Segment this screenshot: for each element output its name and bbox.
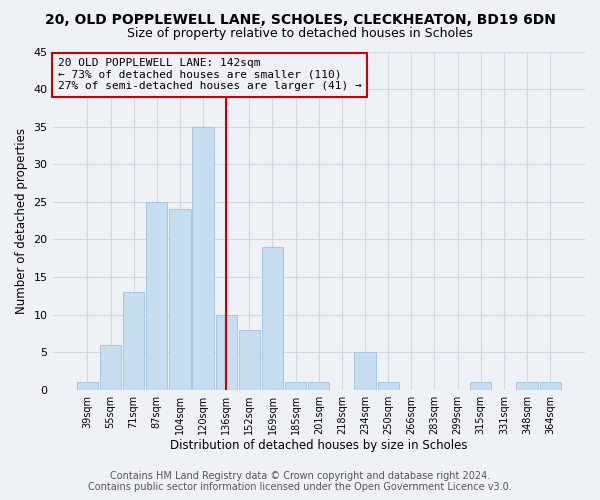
Bar [539, 382, 561, 390]
Bar [146, 202, 167, 390]
Bar [193, 126, 214, 390]
Bar [470, 382, 491, 390]
Bar [239, 330, 260, 390]
Bar [215, 314, 237, 390]
Bar [517, 382, 538, 390]
Y-axis label: Number of detached properties: Number of detached properties [15, 128, 28, 314]
Bar [377, 382, 399, 390]
Bar [285, 382, 306, 390]
Bar [77, 382, 98, 390]
Bar [169, 210, 191, 390]
Text: 20 OLD POPPLEWELL LANE: 142sqm
← 73% of detached houses are smaller (110)
27% of: 20 OLD POPPLEWELL LANE: 142sqm ← 73% of … [58, 58, 362, 92]
Text: Size of property relative to detached houses in Scholes: Size of property relative to detached ho… [127, 28, 473, 40]
Text: Contains HM Land Registry data © Crown copyright and database right 2024.
Contai: Contains HM Land Registry data © Crown c… [88, 471, 512, 492]
Bar [100, 344, 121, 390]
Bar [355, 352, 376, 390]
Bar [262, 247, 283, 390]
Bar [308, 382, 329, 390]
Bar [123, 292, 145, 390]
X-axis label: Distribution of detached houses by size in Scholes: Distribution of detached houses by size … [170, 440, 467, 452]
Text: 20, OLD POPPLEWELL LANE, SCHOLES, CLECKHEATON, BD19 6DN: 20, OLD POPPLEWELL LANE, SCHOLES, CLECKH… [44, 12, 556, 26]
